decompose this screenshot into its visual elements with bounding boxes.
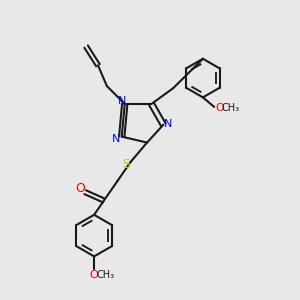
Text: S: S — [122, 158, 130, 171]
Text: O: O — [75, 182, 85, 195]
Text: N: N — [112, 134, 120, 144]
Text: O: O — [90, 270, 98, 280]
Text: CH₃: CH₃ — [96, 270, 115, 280]
Text: CH₃: CH₃ — [221, 103, 240, 113]
Text: O: O — [216, 103, 224, 113]
Text: N: N — [118, 96, 127, 106]
Text: N: N — [164, 119, 172, 129]
